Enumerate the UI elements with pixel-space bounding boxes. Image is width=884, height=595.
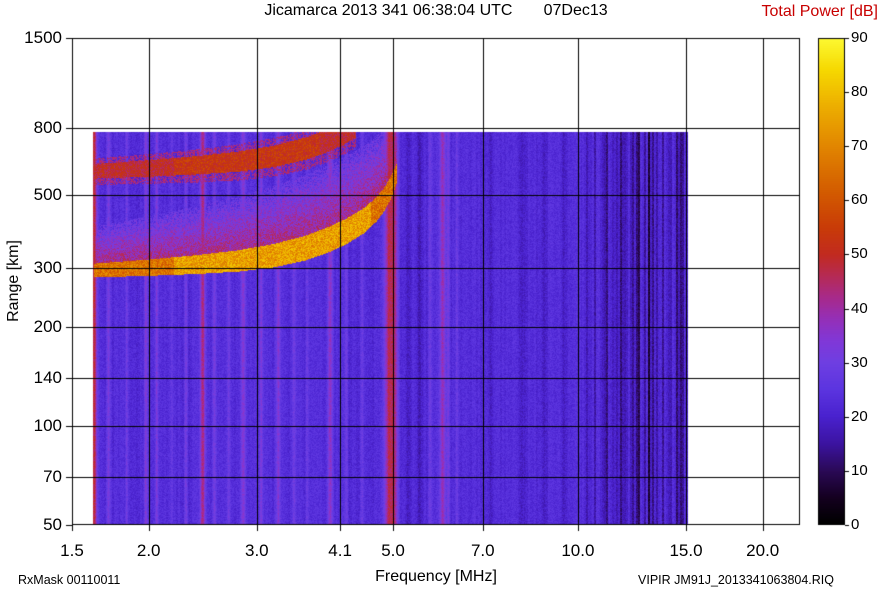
colorbar-title: Total Power [dB] [761,3,879,20]
file-id-text: VIPIR JM91J_2013341063804.RIQ [638,573,834,587]
plot-title: Jicamarca 2013 341 06:38:04 UTC 07Dec13 [264,2,608,19]
rxmask-text: RxMask 00110011 [18,573,121,587]
x-axis-label: Frequency [MHz] [375,568,497,585]
y-axis-label: Range [km] [5,240,22,322]
